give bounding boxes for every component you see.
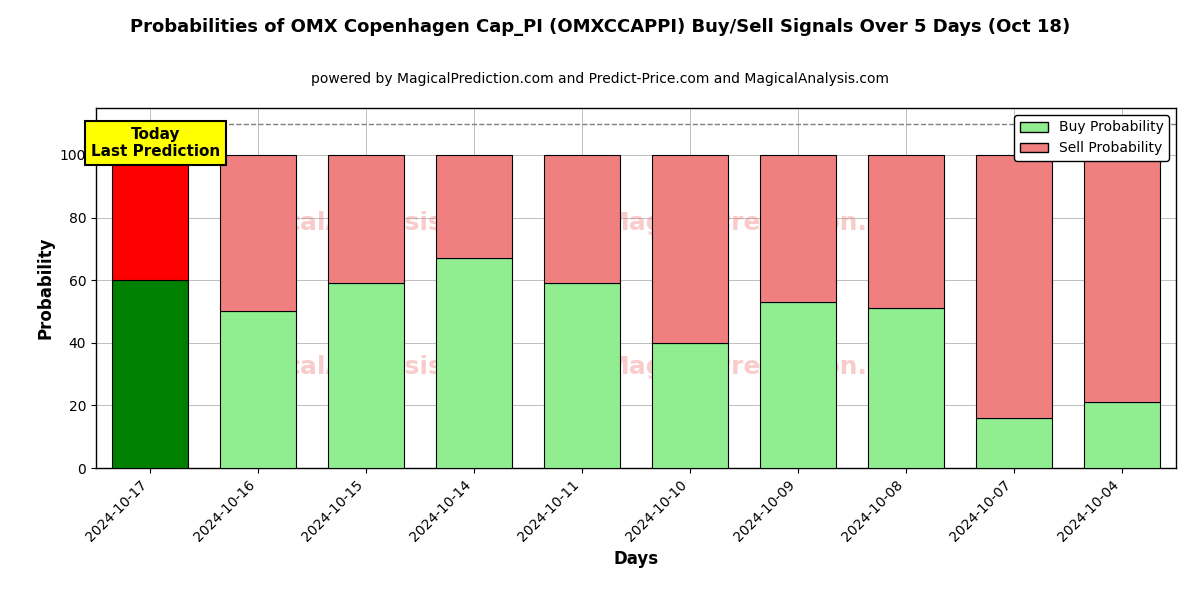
Bar [761,155,836,302]
Text: MagicalPrediction.com: MagicalPrediction.com [605,211,926,235]
Text: MagicalPrediction.com: MagicalPrediction.com [605,355,926,379]
Bar [113,280,188,468]
Bar [977,155,1051,418]
Bar [761,302,836,468]
Text: powered by MagicalPrediction.com and Predict-Price.com and MagicalAnalysis.com: powered by MagicalPrediction.com and Pre… [311,72,889,86]
Bar [1085,155,1159,402]
Bar [545,155,619,283]
Bar [977,418,1051,468]
Legend: Buy Probability, Sell Probability: Buy Probability, Sell Probability [1014,115,1169,161]
Bar [653,155,728,343]
Text: Today
Last Prediction: Today Last Prediction [91,127,220,159]
Bar [329,155,403,283]
Text: Probabilities of OMX Copenhagen Cap_PI (OMXCCAPPI) Buy/Sell Signals Over 5 Days : Probabilities of OMX Copenhagen Cap_PI (… [130,18,1070,36]
Bar [437,155,512,258]
Bar [1085,402,1159,468]
Y-axis label: Probability: Probability [36,237,54,339]
X-axis label: Days: Days [613,550,659,568]
Bar [329,283,403,468]
Bar [221,155,296,311]
Text: calAnalysis.com: calAnalysis.com [286,355,511,379]
Bar [653,343,728,468]
Bar [113,155,188,280]
Bar [221,311,296,468]
Bar [545,283,619,468]
Text: calAnalysis.com: calAnalysis.com [286,211,511,235]
Bar [869,308,944,468]
Bar [869,155,944,308]
Bar [437,258,512,468]
